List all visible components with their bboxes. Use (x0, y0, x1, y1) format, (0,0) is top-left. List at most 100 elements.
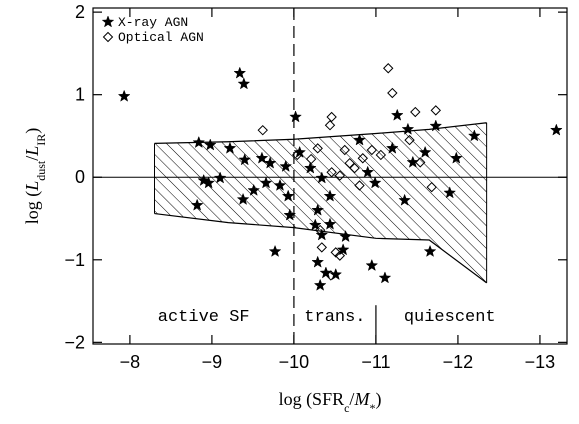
axis-title-part: L (22, 181, 42, 192)
star-marker (336, 243, 350, 256)
star-marker (418, 145, 432, 158)
star-marker (423, 244, 437, 257)
star-marker (443, 186, 457, 199)
diamond-marker (383, 63, 394, 74)
x-axis-title: log (SFRc/M*) (279, 389, 382, 415)
star-marker (353, 133, 366, 146)
star-marker (385, 141, 399, 154)
star-marker (233, 66, 247, 79)
diamond-marker (357, 153, 369, 164)
star-marker (293, 145, 307, 158)
diamond-marker (354, 180, 365, 191)
diamond-marker (344, 157, 355, 169)
diamond-marker (257, 124, 268, 136)
x-tick-label: −10 (279, 352, 310, 372)
star-marker (329, 267, 343, 281)
star-marker (247, 183, 261, 196)
legend-label: X-ray AGN (118, 15, 188, 30)
star-marker (398, 193, 412, 206)
diamond-marker (334, 250, 346, 261)
star-marker (323, 189, 337, 202)
axis-title-part: L (22, 146, 42, 157)
diamond-marker (404, 134, 415, 146)
star-marker (255, 151, 269, 164)
diamond-marker (316, 242, 328, 253)
star-marker (323, 217, 337, 230)
diamond-marker (339, 144, 350, 156)
diamond-marker (426, 181, 437, 193)
diamond-marker (326, 111, 337, 123)
star-marker (311, 255, 325, 268)
diamond-marker (330, 247, 341, 258)
star-marker (268, 244, 282, 257)
axis-title-part: * (369, 401, 375, 415)
annotation: trans. (304, 308, 365, 327)
y-tick-label: −1 (64, 250, 85, 270)
star-marker (190, 198, 204, 211)
axis-title-part: log (SFR (279, 389, 345, 410)
annotation: quiescent (404, 308, 496, 327)
diamond-marker (314, 224, 326, 236)
x-tick-label: −12 (443, 352, 474, 372)
star-marker (203, 138, 217, 151)
diamond-marker (430, 105, 441, 116)
x-tick-label: −8 (120, 352, 141, 372)
x-tick-label: −13 (525, 352, 556, 372)
star-marker (315, 228, 329, 241)
axis-title-part: / (349, 389, 354, 409)
star-marker (303, 161, 317, 174)
star-marker (361, 165, 375, 178)
axis-title-part: / (22, 156, 42, 161)
star-marker (213, 171, 227, 184)
star-marker (368, 176, 382, 189)
star-marker (273, 178, 287, 191)
star-marker (401, 122, 415, 135)
star-marker (378, 271, 392, 284)
star-marker (279, 159, 293, 172)
x-tick-label: −9 (202, 352, 223, 372)
y-axis-title: log (Ldust/LIR) (22, 128, 48, 225)
diamond-marker (312, 143, 323, 154)
diamond-marker (291, 149, 303, 161)
star-marker (390, 108, 404, 121)
plot-frame (92, 7, 568, 345)
star-marker (289, 110, 302, 123)
legend-label: Optical AGN (118, 30, 204, 45)
diamond-marker (375, 149, 387, 161)
x-tick-label: −11 (361, 352, 390, 372)
axis-title-part: ) (375, 389, 381, 410)
axis-title-part: ) (22, 128, 43, 134)
star-marker (467, 129, 481, 142)
axis-title-part: c (344, 401, 349, 415)
star-marker (315, 171, 329, 184)
star-marker (117, 89, 131, 102)
diamond-marker (324, 120, 336, 131)
star-marker (238, 153, 252, 166)
star-marker (283, 208, 297, 221)
star-marker (429, 119, 443, 132)
diamond-marker (325, 270, 337, 281)
band-fill (154, 122, 487, 283)
star-marker (202, 176, 216, 189)
diamond-marker (410, 106, 421, 118)
star-marker (263, 156, 277, 169)
y-tick-label: 2 (75, 2, 85, 22)
annotation: active SF (158, 308, 250, 327)
y-tick-label: 1 (75, 85, 85, 105)
axis-title-part: M (353, 389, 370, 409)
star-marker (192, 135, 206, 148)
diamond-marker (366, 144, 378, 156)
y-tick-label: 0 (75, 167, 85, 187)
diamond-marker (415, 157, 426, 168)
star-marker (223, 141, 237, 154)
diamond-marker (102, 31, 114, 43)
diamond-marker (326, 167, 337, 178)
axis-title-part: log ( (22, 191, 43, 225)
axis-title-part: IR (34, 134, 48, 146)
star-marker (449, 151, 463, 164)
diamond-marker (334, 170, 346, 181)
y-tick-label: −2 (64, 332, 85, 352)
star-marker (365, 258, 379, 272)
